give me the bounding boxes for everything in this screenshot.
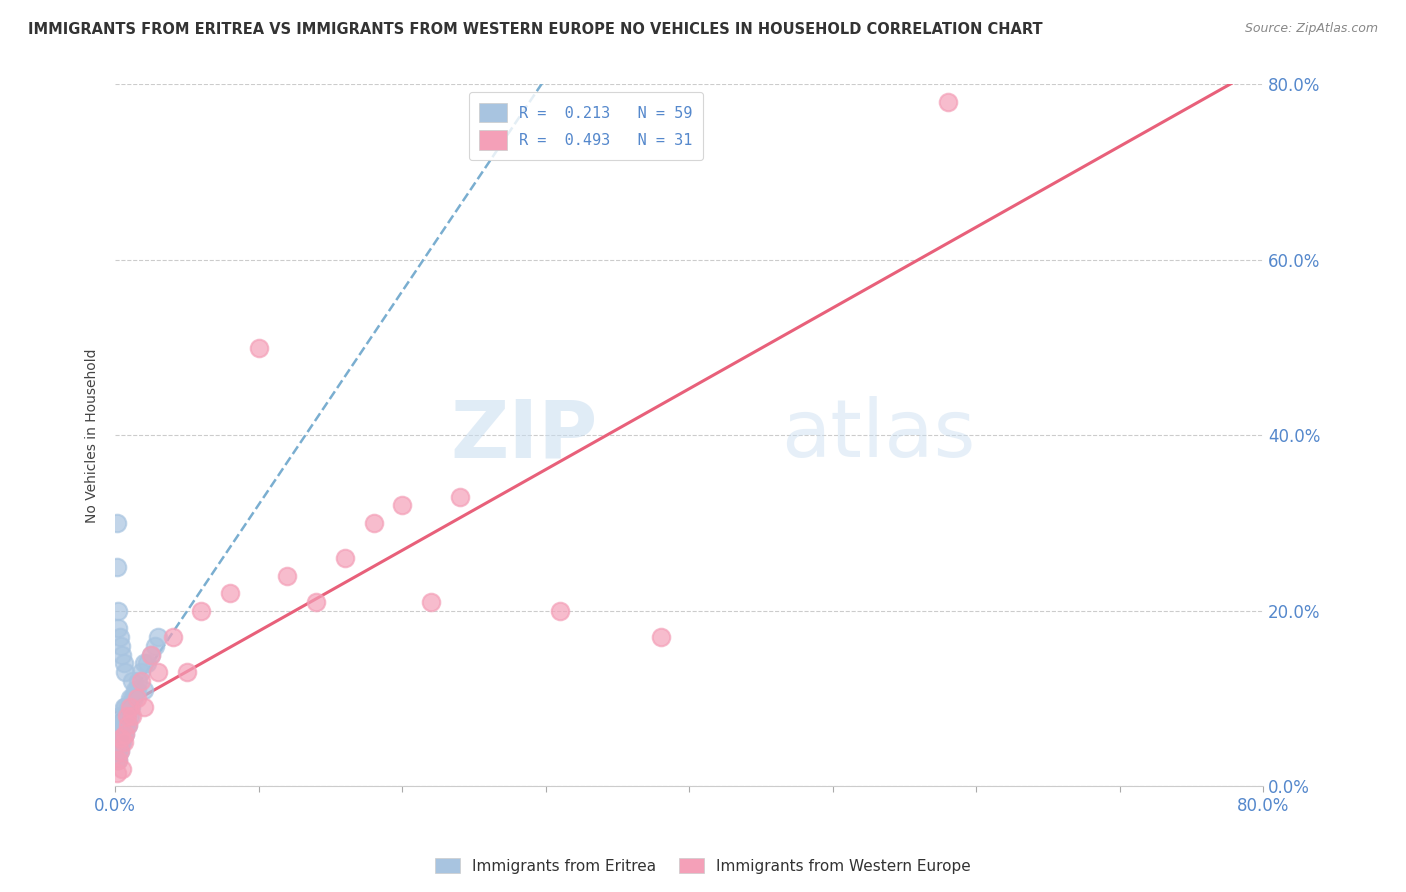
- Point: [129, 673, 152, 688]
- Point: [105, 735, 128, 749]
- Point: [162, 630, 184, 644]
- Point: [117, 717, 139, 731]
- Point: [333, 551, 356, 566]
- Point: [141, 648, 163, 662]
- Point: [105, 753, 128, 767]
- Point: [145, 639, 167, 653]
- Point: [129, 665, 152, 679]
- Point: [420, 595, 443, 609]
- Point: [107, 753, 129, 767]
- Point: [115, 709, 138, 723]
- Point: [135, 657, 157, 671]
- Point: [305, 595, 328, 609]
- Point: [132, 682, 155, 697]
- Point: [121, 691, 143, 706]
- Point: [107, 621, 129, 635]
- Point: [108, 630, 131, 644]
- Point: [112, 726, 135, 740]
- Point: [247, 341, 270, 355]
- Point: [105, 559, 128, 574]
- Point: [148, 665, 170, 679]
- Point: [110, 717, 132, 731]
- Point: [110, 735, 132, 749]
- Point: [190, 604, 212, 618]
- Point: [111, 735, 134, 749]
- Point: [105, 739, 128, 754]
- Point: [363, 516, 385, 530]
- Point: [117, 717, 139, 731]
- Point: [936, 95, 959, 109]
- Point: [112, 717, 135, 731]
- Point: [108, 726, 131, 740]
- Point: [110, 709, 132, 723]
- Point: [148, 630, 170, 644]
- Point: [127, 673, 149, 688]
- Point: [114, 726, 136, 740]
- Point: [117, 700, 139, 714]
- Point: [108, 709, 131, 723]
- Point: [105, 717, 128, 731]
- Point: [107, 753, 129, 767]
- Point: [107, 604, 129, 618]
- Point: [125, 682, 148, 697]
- Point: [132, 700, 155, 714]
- Point: [111, 717, 134, 731]
- Text: Source: ZipAtlas.com: Source: ZipAtlas.com: [1244, 22, 1378, 36]
- Point: [105, 766, 128, 780]
- Point: [108, 744, 131, 758]
- Point: [141, 648, 163, 662]
- Legend: Immigrants from Eritrea, Immigrants from Western Europe: Immigrants from Eritrea, Immigrants from…: [429, 852, 977, 880]
- Point: [105, 516, 128, 530]
- Point: [105, 744, 128, 758]
- Point: [176, 665, 198, 679]
- Point: [114, 700, 136, 714]
- Point: [111, 648, 134, 662]
- Point: [108, 744, 131, 758]
- Point: [125, 691, 148, 706]
- Point: [391, 499, 413, 513]
- Point: [110, 726, 132, 740]
- Point: [107, 735, 129, 749]
- Text: ZIP: ZIP: [450, 396, 598, 475]
- Point: [121, 673, 143, 688]
- Point: [115, 717, 138, 731]
- Point: [107, 726, 129, 740]
- Legend: R =  0.213   N = 59, R =  0.493   N = 31: R = 0.213 N = 59, R = 0.493 N = 31: [468, 92, 703, 161]
- Point: [110, 639, 132, 653]
- Point: [449, 490, 471, 504]
- Point: [107, 717, 129, 731]
- Point: [111, 762, 134, 776]
- Point: [276, 568, 298, 582]
- Point: [115, 709, 138, 723]
- Point: [121, 709, 143, 723]
- Text: IMMIGRANTS FROM ERITREA VS IMMIGRANTS FROM WESTERN EUROPE NO VEHICLES IN HOUSEHO: IMMIGRANTS FROM ERITREA VS IMMIGRANTS FR…: [28, 22, 1043, 37]
- Y-axis label: No Vehicles in Household: No Vehicles in Household: [86, 348, 100, 523]
- Point: [124, 682, 146, 697]
- Point: [132, 657, 155, 671]
- Point: [548, 604, 571, 618]
- Point: [105, 726, 128, 740]
- Point: [111, 726, 134, 740]
- Point: [650, 630, 672, 644]
- Point: [110, 731, 132, 745]
- Point: [114, 717, 136, 731]
- Point: [105, 748, 128, 763]
- Point: [108, 735, 131, 749]
- Point: [120, 700, 142, 714]
- Point: [112, 735, 135, 749]
- Point: [112, 657, 135, 671]
- Point: [114, 726, 136, 740]
- Point: [122, 691, 145, 706]
- Point: [112, 700, 135, 714]
- Point: [107, 744, 129, 758]
- Point: [118, 709, 141, 723]
- Point: [105, 731, 128, 745]
- Text: atlas: atlas: [782, 396, 976, 475]
- Point: [114, 665, 136, 679]
- Point: [219, 586, 242, 600]
- Point: [118, 700, 141, 714]
- Point: [118, 691, 141, 706]
